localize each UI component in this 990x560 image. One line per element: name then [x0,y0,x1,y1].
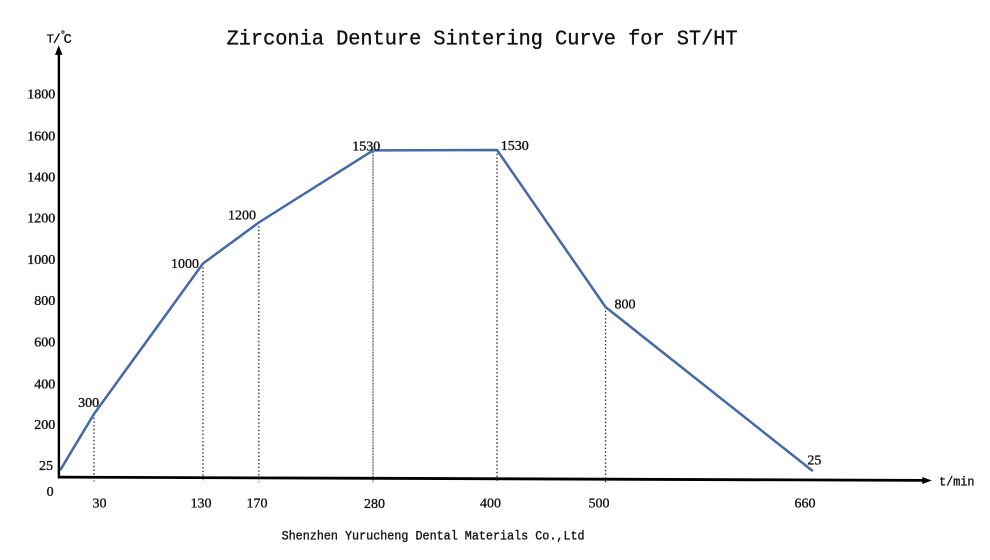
svg-text:200: 200 [34,418,55,433]
svg-text:1800: 1800 [27,88,55,103]
svg-text:130: 130 [191,497,212,512]
svg-text:170: 170 [247,497,268,512]
svg-text:600: 600 [34,336,55,351]
svg-text:1000: 1000 [27,253,55,268]
svg-text:Zirconia Denture Sintering Cur: Zirconia Denture Sintering Curve for ST/… [227,29,738,52]
svg-text:C: C [64,33,72,48]
svg-text:1000: 1000 [171,257,199,272]
svg-text:1200: 1200 [27,211,55,226]
svg-text:t/min: t/min [939,475,975,490]
svg-text:1400: 1400 [27,171,55,186]
svg-text:30: 30 [93,497,107,512]
svg-text:1200: 1200 [228,208,256,223]
svg-text:1530: 1530 [352,139,380,154]
svg-text:0: 0 [47,485,54,500]
svg-text:/: / [53,32,61,47]
svg-text:400: 400 [34,377,55,392]
svg-text:Shenzhen Yurucheng Dental Mate: Shenzhen Yurucheng Dental Materials Co.,… [282,529,585,544]
svg-text:25: 25 [807,454,821,469]
svg-text:800: 800 [615,298,636,313]
svg-text:400: 400 [480,497,501,512]
svg-text:300: 300 [78,396,99,411]
svg-text:1600: 1600 [27,130,55,145]
svg-text:800: 800 [34,294,55,309]
svg-text:280: 280 [364,497,385,512]
svg-text:1530: 1530 [501,139,529,154]
svg-text:25: 25 [39,459,53,474]
svg-text:T: T [47,32,54,46]
svg-text:500: 500 [589,497,610,512]
svg-text:°: ° [60,30,67,42]
svg-text:660: 660 [795,497,816,512]
